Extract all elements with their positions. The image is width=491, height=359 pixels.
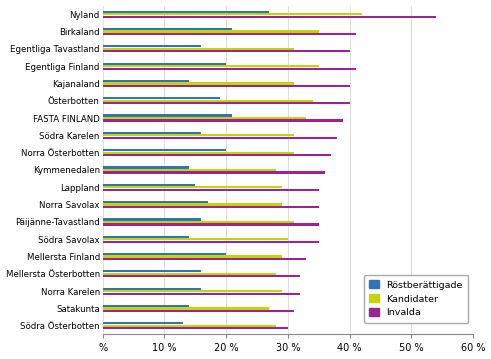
Bar [103,50,350,52]
Bar [103,67,356,70]
Bar [103,238,288,240]
Bar [103,189,319,191]
Legend: Röstberättigade, Kandidater, Invalda: Röstberättigade, Kandidater, Invalda [364,275,468,323]
Bar [103,241,319,243]
Bar [103,85,350,87]
Bar [103,97,220,99]
Bar [103,327,288,330]
Bar [103,186,282,188]
Bar [103,325,275,327]
Bar [103,117,306,119]
Bar [103,28,232,30]
Bar [103,206,319,208]
Bar [103,149,226,151]
Bar [103,10,270,13]
Bar [103,270,201,272]
Bar [103,184,195,186]
Bar [103,31,319,33]
Bar [103,275,300,278]
Bar [103,236,189,238]
Bar [103,65,319,67]
Bar [103,273,275,275]
Bar [103,253,226,255]
Bar [103,204,282,206]
Bar [103,169,275,171]
Bar [103,82,294,85]
Bar [103,80,189,82]
Bar [103,137,337,139]
Bar [103,310,294,312]
Bar [103,48,294,50]
Bar [103,305,189,307]
Bar [103,322,183,325]
Bar [103,45,201,47]
Bar [103,120,344,122]
Bar [103,218,201,220]
Bar [103,255,282,258]
Bar [103,132,201,134]
Bar [103,221,294,223]
Bar [103,62,226,65]
Bar [103,100,313,102]
Bar [103,201,208,203]
Bar [103,151,294,154]
Bar [103,15,436,18]
Bar [103,115,232,117]
Bar [103,154,331,156]
Bar [103,290,282,292]
Bar [103,171,325,174]
Bar [103,166,189,169]
Bar [103,102,350,104]
Bar [103,223,319,225]
Bar [103,134,294,136]
Bar [103,33,356,35]
Bar [103,258,306,260]
Bar [103,13,362,15]
Bar [103,307,270,309]
Bar [103,293,300,295]
Bar [103,288,201,290]
